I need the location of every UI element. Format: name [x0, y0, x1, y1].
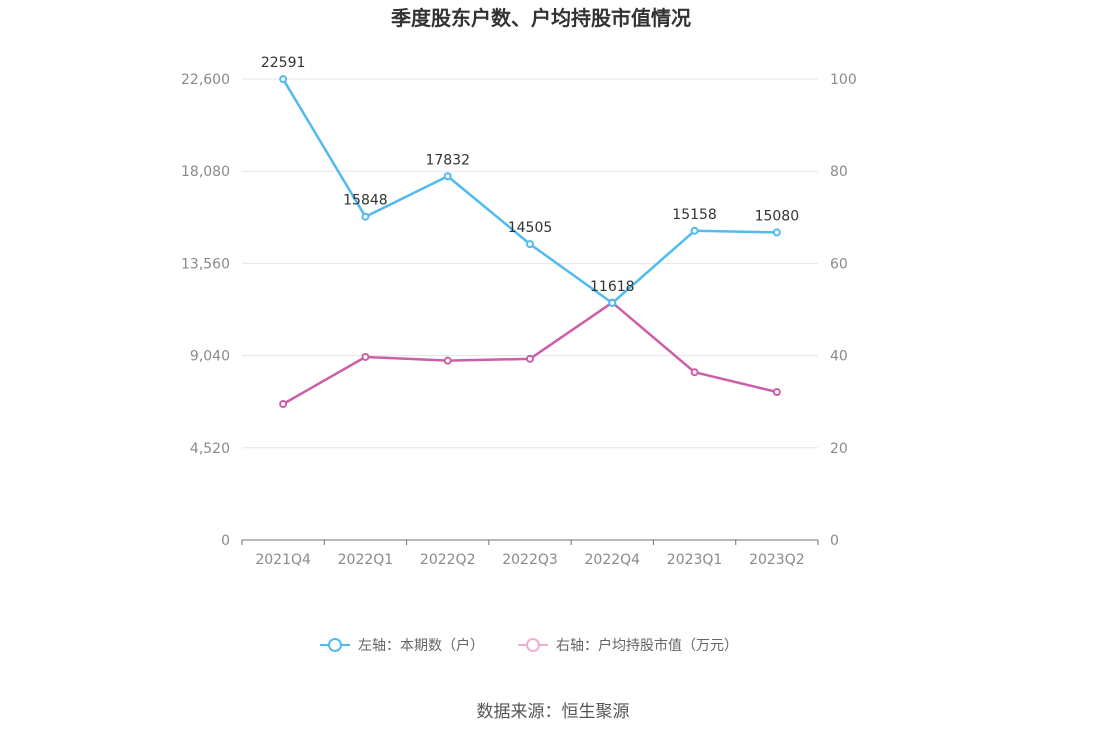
data-label: 22591: [261, 55, 306, 71]
y-right-tick-label: 40: [830, 349, 848, 365]
legend-item-right[interactable]: 右轴：户均持股市值（万元）: [518, 637, 738, 654]
data-point-avg-value[interactable]: [279, 400, 288, 409]
y-left-tick-label: 18,080: [181, 164, 230, 180]
data-point-avg-value[interactable]: [361, 352, 370, 361]
legend-right-label: 右轴：户均持股市值（万元）: [556, 637, 738, 654]
data-label: 17832: [425, 152, 470, 168]
data-label: 14505: [508, 220, 553, 236]
data-point-holders[interactable]: [279, 75, 288, 84]
x-tick-label: 2022Q3: [502, 552, 558, 568]
source-note: 数据来源：恒生聚源: [477, 702, 630, 722]
chart-title: 季度股东户数、户均持股市值情况: [390, 6, 691, 30]
data-label: 15848: [343, 193, 388, 209]
data-point-holders[interactable]: [772, 228, 781, 237]
data-point-avg-value[interactable]: [443, 356, 452, 365]
y-left-tick-label: 13,560: [181, 256, 230, 272]
legend-left-label: 左轴：本期数（户）: [358, 637, 484, 654]
series-line-holders: [282, 78, 777, 305]
y-left-tick-label: 22,600: [181, 72, 230, 88]
data-point-holders[interactable]: [443, 172, 452, 181]
data-point-holders[interactable]: [608, 299, 617, 308]
y-left-tick-label: 4,520: [190, 441, 230, 457]
y-right-tick-label: 20: [830, 441, 848, 457]
x-tick-label: 2022Q4: [585, 552, 641, 568]
y-right-tick-label: 60: [830, 256, 848, 272]
legend-right-marker: [526, 638, 540, 652]
data-label: 15158: [672, 207, 717, 223]
data-label: 15080: [755, 208, 800, 224]
series-line-avg-value: [282, 301, 778, 406]
legend[interactable]: 左轴：本期数（户） 右轴：户均持股市值（万元）: [320, 637, 738, 654]
y-left-tick-label: 0: [221, 533, 230, 549]
data-point-holders[interactable]: [690, 226, 699, 235]
y-right-tick-label: 100: [830, 72, 857, 88]
y-left-tick-label: 9,040: [190, 349, 230, 365]
axes: 0 0 4,520 20 9,040 40 13,560 60 18,080 80 22,600 10…: [181, 72, 857, 568]
x-tick-label: 2022Q2: [420, 552, 476, 568]
series-layer: [279, 75, 781, 409]
data-point-avg-value[interactable]: [772, 388, 781, 397]
data-point-avg-value[interactable]: [690, 368, 699, 377]
grid: [242, 78, 818, 449]
x-tick-label: 2023Q1: [667, 552, 723, 568]
y-right-tick-label: 80: [830, 164, 848, 180]
y-right-tick-label: 0: [830, 533, 839, 549]
data-point-holders[interactable]: [361, 212, 370, 221]
x-tick-label: 2022Q1: [338, 552, 394, 568]
x-tick-label: 2023Q2: [749, 552, 805, 568]
legend-item-left[interactable]: 左轴：本期数（户）: [320, 637, 484, 654]
data-labels: 22591 15848 17832 14505 11618 15158 15080: [261, 55, 799, 295]
x-tick-label: 2021Q4: [255, 552, 311, 568]
legend-left-marker: [328, 638, 342, 652]
data-label: 11618: [590, 279, 635, 295]
data-point-holders[interactable]: [526, 240, 534, 249]
data-point-avg-value[interactable]: [526, 354, 534, 363]
